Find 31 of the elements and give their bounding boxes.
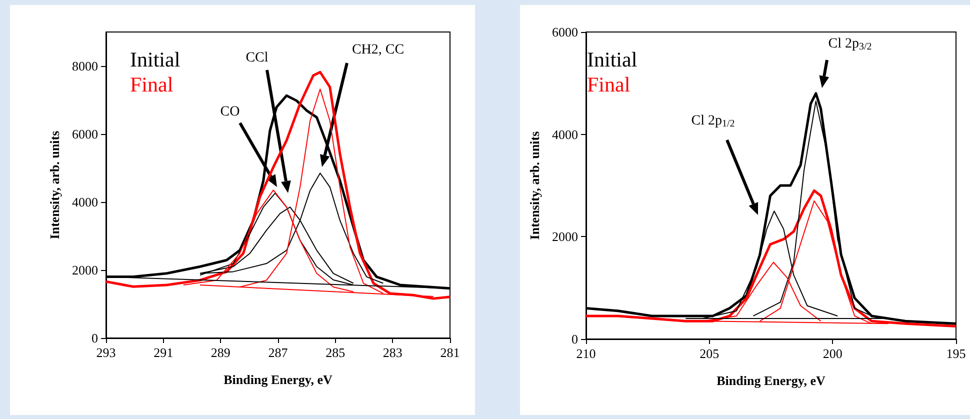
x-tick-label: 289 <box>210 345 230 360</box>
y-tick-label: 4000 <box>552 126 578 142</box>
y-tick-label: 6000 <box>72 126 98 142</box>
x-tick-label: 281 <box>440 345 460 360</box>
y-axis-title: Intensity, arb. units <box>47 130 62 240</box>
text: Final <box>130 72 174 96</box>
annotation: CO <box>220 104 240 120</box>
y-tick-label: 8000 <box>72 58 98 74</box>
annotation: CH2, CC <box>352 42 404 58</box>
x-tick-label: 285 <box>326 345 346 360</box>
text: Initial <box>130 48 180 72</box>
x-tick-label: 195 <box>946 346 966 361</box>
annotation: CCl <box>246 50 268 66</box>
x-tick-label: 205 <box>700 346 720 361</box>
x-tick-label: 283 <box>382 345 402 360</box>
x-axis-title: Binding Energy, eV <box>716 373 826 388</box>
text: Final <box>587 72 630 96</box>
x-axis-title: Binding Energy, eV <box>224 372 333 387</box>
x-tick-label: 200 <box>822 346 842 361</box>
x-tick-label: 287 <box>268 345 288 360</box>
y-tick-label: 0 <box>92 330 98 346</box>
y-tick-label: 0 <box>572 332 578 346</box>
y-tick-label: 2000 <box>552 229 578 244</box>
legend-label: Initial <box>587 48 638 72</box>
x-tick-label: 210 <box>576 346 596 361</box>
y-tick-label: 4000 <box>72 194 98 210</box>
x-tick-label: 293 <box>96 345 116 360</box>
y-tick-label: 2000 <box>72 262 98 278</box>
y-tick-label: 6000 <box>552 24 578 40</box>
x-tick-label: 291 <box>154 345 174 360</box>
y-axis-title: Intensity, arb. units <box>527 131 542 240</box>
